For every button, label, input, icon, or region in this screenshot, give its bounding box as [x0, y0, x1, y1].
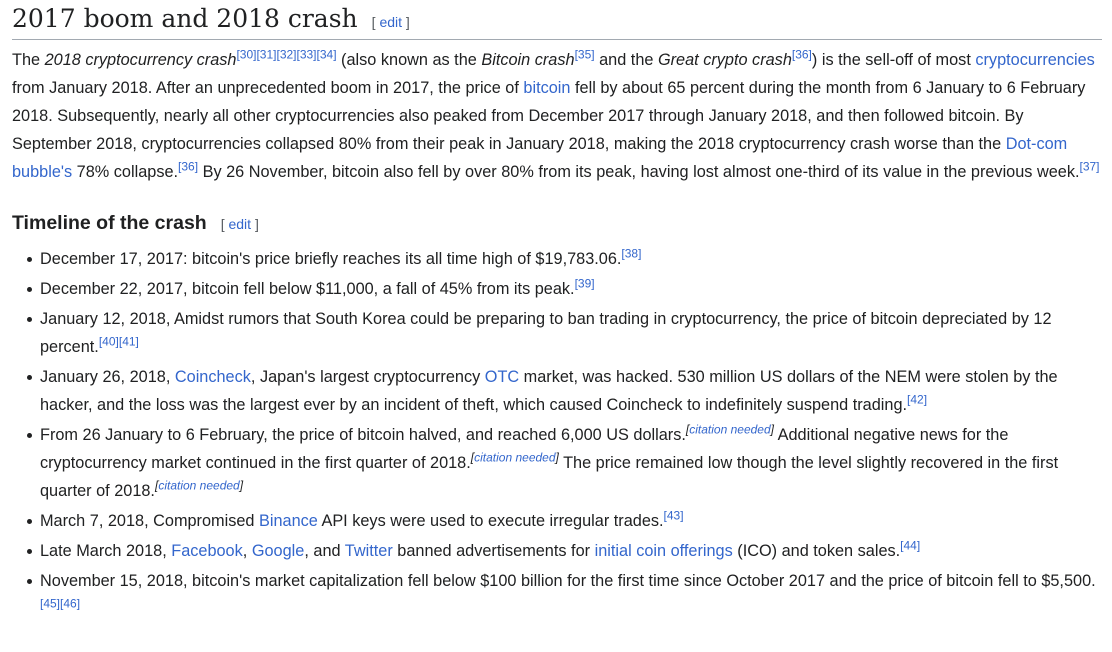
citation-32[interactable]: [32]: [276, 47, 297, 62]
list-item: From 26 January to 6 February, the price…: [27, 421, 1104, 505]
citation-31[interactable]: [31]: [256, 47, 277, 62]
citation-needed[interactable]: [citation needed]: [154, 478, 244, 493]
citation-45[interactable]: [45]: [40, 596, 61, 611]
link-facebook[interactable]: Facebook: [171, 542, 243, 560]
timeline-edit-link[interactable]: edit: [228, 216, 252, 232]
link-bitcoin[interactable]: bitcoin: [523, 79, 571, 97]
citation-33[interactable]: [33]: [296, 47, 317, 62]
list-item: January 12, 2018, Amidst rumors that Sou…: [27, 305, 1104, 361]
timeline-section: Timeline of the crash [ edit ] December 1…: [12, 210, 1112, 623]
citation-needed[interactable]: [citation needed]: [685, 422, 774, 437]
list-item: January 26, 2018, Coincheck, Japan's lar…: [27, 363, 1104, 419]
list-item: November 15, 2018, bitcoin's market capi…: [27, 567, 1104, 623]
term-2018-crash: 2018 cryptocurrency crash: [44, 51, 237, 69]
citation-36b[interactable]: [36]: [178, 159, 199, 174]
link-twitter[interactable]: Twitter: [344, 542, 393, 560]
list-item: March 7, 2018, Compromised Binance API k…: [27, 507, 1104, 535]
citation-35[interactable]: [35]: [574, 47, 595, 62]
timeline-title: Timeline of the crash: [12, 212, 207, 234]
list-item: December 22, 2017, bitcoin fell below $1…: [27, 275, 1104, 303]
citation-needed[interactable]: [citation needed]: [470, 450, 559, 465]
citation-44[interactable]: [44]: [900, 538, 921, 553]
article-content: 2017 boom and 2018 crash [ edit ] The 201…: [12, 0, 1112, 623]
term-great-crypto-crash: Great crypto crash: [657, 51, 792, 69]
timeline-list: December 17, 2017: bitcoin's price brief…: [12, 245, 1104, 623]
list-item: December 17, 2017: bitcoin's price brief…: [27, 245, 1104, 273]
timeline-heading: Timeline of the crash [ edit ]: [12, 210, 1112, 237]
intro-paragraph: The 2018 cryptocurrency crash[30][31][32…: [12, 47, 1100, 181]
citation-46[interactable]: [46]: [60, 596, 81, 611]
citation-40[interactable]: [40]: [98, 334, 119, 349]
link-cryptocurrencies[interactable]: cryptocurrencies: [975, 51, 1095, 69]
citation-34[interactable]: [34]: [316, 47, 337, 62]
citation-36[interactable]: [36]: [791, 47, 812, 62]
link-dot-com-bubble[interactable]: Dot-com bubble's: [12, 135, 1068, 181]
citation-39[interactable]: [39]: [574, 276, 595, 291]
citation-38[interactable]: [38]: [621, 246, 642, 261]
link-google[interactable]: Google: [251, 542, 305, 560]
link-binance[interactable]: Binance: [259, 512, 318, 530]
citation-41[interactable]: [41]: [118, 334, 139, 349]
timeline-edit: [ edit ]: [220, 216, 259, 232]
link-otc[interactable]: OTC: [484, 368, 520, 386]
link-initial-coin-offerings[interactable]: initial coin offerings: [594, 542, 733, 560]
citation-37[interactable]: [37]: [1079, 159, 1100, 174]
section-edit: [ edit ]: [371, 14, 410, 30]
citation-43[interactable]: [43]: [663, 508, 684, 523]
section-title: 2017 boom and 2018 crash: [12, 4, 358, 33]
section-heading: 2017 boom and 2018 crash [ edit ]: [12, 0, 1102, 40]
link-coincheck[interactable]: Coincheck: [174, 368, 251, 386]
citation-30[interactable]: [30]: [236, 47, 257, 62]
citation-42[interactable]: [42]: [907, 392, 928, 407]
list-item: Late March 2018, Facebook, Google, and T…: [27, 537, 1104, 565]
section-edit-link[interactable]: edit: [379, 14, 403, 30]
term-bitcoin-crash: Bitcoin crash: [481, 51, 575, 69]
